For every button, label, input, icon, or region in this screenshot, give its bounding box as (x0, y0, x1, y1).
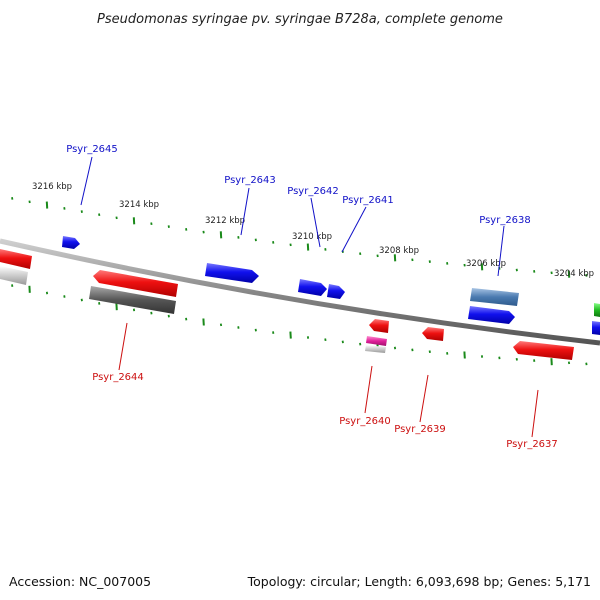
leader-Psyr_2644 (118, 322, 128, 371)
gene-Psyr_2643[interactable] (205, 263, 259, 283)
leader-Psyr_2638 (497, 225, 505, 277)
scale-label-3208: 3208 kbp (379, 246, 419, 256)
label-Psyr_2645[interactable]: Psyr_2645 (66, 144, 118, 155)
label-Psyr_2644[interactable]: Psyr_2644 (92, 372, 144, 383)
leader-Psyr_2640 (364, 365, 373, 414)
label-Psyr_2643[interactable]: Psyr_2643 (224, 175, 276, 186)
label-Psyr_2641[interactable]: Psyr_2641 (342, 195, 394, 206)
gene-edge-red[interactable] (0, 249, 32, 269)
leader-Psyr_2637 (531, 389, 539, 438)
leader-Psyr_2641 (341, 206, 367, 253)
gene-edge-light[interactable] (0, 266, 28, 285)
label-Psyr_2638[interactable]: Psyr_2638 (479, 215, 531, 226)
label-Psyr_2637[interactable]: Psyr_2637 (506, 439, 558, 450)
label-leaders (80, 156, 539, 438)
gene-Psyr_2640-light[interactable] (365, 345, 386, 353)
genome-backbone (0, 238, 600, 346)
gene-Psyr_2640[interactable] (369, 319, 389, 333)
leader-Psyr_2643 (240, 187, 250, 236)
label-Psyr_2642[interactable]: Psyr_2642 (287, 186, 339, 197)
gene-edge-green[interactable] (594, 303, 600, 317)
scale-label-3210: 3210 kbp (292, 232, 332, 242)
gene-Psyr_2642[interactable] (298, 279, 327, 296)
gene-Psyr_2644[interactable] (93, 270, 178, 297)
scale-label-3206: 3206 kbp (466, 259, 506, 269)
gene-edge-blue[interactable] (592, 321, 600, 335)
scale-label-3204: 3204 kbp (554, 269, 594, 279)
leader-Psyr_2642 (310, 197, 321, 248)
gene-Psyr_2639[interactable] (422, 327, 444, 341)
gene-labels: Psyr_2645 Psyr_2643 Psyr_2642 Psyr_2641 … (66, 144, 558, 450)
forward-features (62, 236, 600, 335)
gene-Psyr_2638[interactable] (468, 306, 515, 324)
scale-label-3216: 3216 kbp (32, 182, 72, 192)
leader-Psyr_2639 (419, 374, 429, 423)
gene-Psyr_2637[interactable] (513, 341, 574, 360)
gene-Psyr_2638-steel[interactable] (470, 288, 519, 306)
scale-ticks-upper (11, 197, 588, 278)
scale-labels: 3216 kbp 3214 kbp 3212 kbp 3210 kbp 3208… (32, 182, 594, 279)
gene-Psyr_2645[interactable] (62, 236, 80, 249)
map-title: Pseudomonas syringae pv. syringae B728a,… (97, 12, 503, 27)
scale-label-3212: 3212 kbp (205, 216, 245, 226)
label-Psyr_2640[interactable]: Psyr_2640 (339, 416, 391, 427)
gene-Psyr_2640-pink[interactable] (366, 336, 387, 346)
gene-Psyr_2641[interactable] (327, 284, 345, 299)
scale-ticks-lower (11, 284, 588, 366)
accession-text: Accession: NC_007005 (9, 574, 151, 589)
genome-summary-text: Topology: circular; Length: 6,093,698 bp… (247, 574, 591, 589)
reverse-features (0, 249, 574, 360)
leader-Psyr_2645 (80, 156, 93, 206)
label-Psyr_2639[interactable]: Psyr_2639 (394, 424, 446, 435)
scale-label-3214: 3214 kbp (119, 200, 159, 210)
gene-Psyr_2644-gray[interactable] (89, 286, 176, 314)
